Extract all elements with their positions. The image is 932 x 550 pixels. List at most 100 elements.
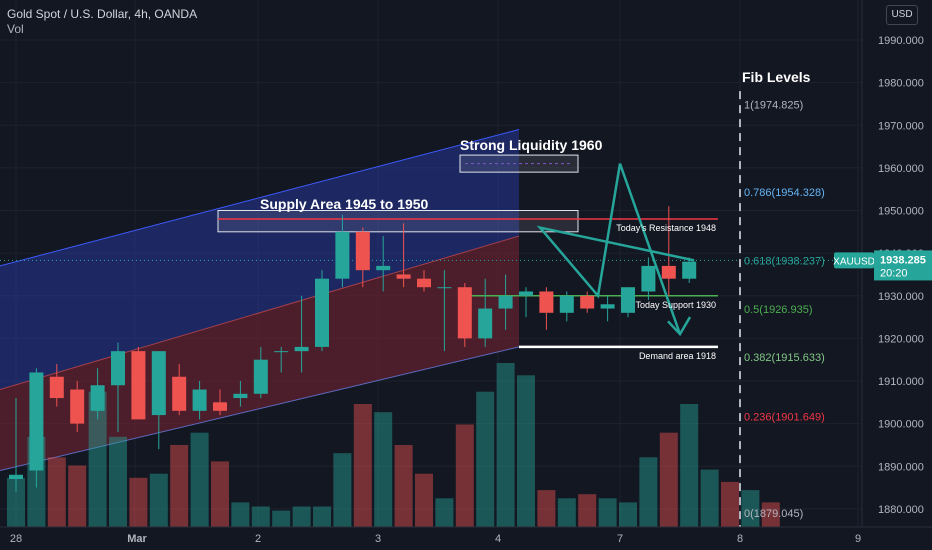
- volume-bar: [456, 425, 474, 528]
- fib-level-label: 0.618(1938.237): [744, 256, 825, 268]
- candle-body: [601, 304, 615, 308]
- time-tick-label: 4: [495, 533, 501, 545]
- volume-bar: [231, 502, 249, 527]
- candle-body: [662, 266, 676, 279]
- candle-body: [233, 394, 247, 398]
- candle-body: [274, 351, 288, 352]
- resistance-label: Today's Resistance 1948: [616, 223, 716, 233]
- candle-body: [70, 390, 84, 424]
- volume-bar: [191, 433, 209, 527]
- candle-body: [397, 274, 411, 278]
- candle: [560, 291, 574, 321]
- fib-level-label: 0.382(1915.633): [744, 352, 825, 364]
- volume-bar: [170, 445, 188, 527]
- price-tick-label: 1930.000: [878, 291, 924, 303]
- volume-bar: [497, 363, 515, 527]
- price-tick-label: 1960.000: [878, 163, 924, 175]
- time-tick-label: Mar: [127, 533, 147, 545]
- volume-bar: [435, 498, 453, 527]
- candle-body: [193, 390, 207, 411]
- candle-body: [315, 279, 329, 347]
- volume-bar: [109, 437, 127, 527]
- candle-body: [437, 287, 451, 288]
- time-tick-label: 28: [10, 533, 22, 545]
- volume-bar: [395, 445, 413, 527]
- candle: [29, 368, 43, 487]
- candle: [621, 287, 635, 317]
- price-tick-label: 1910.000: [878, 376, 924, 388]
- candle-body: [376, 266, 390, 270]
- fib-level-label: 0.236(1901.649): [744, 412, 825, 424]
- volume-bar: [333, 453, 351, 527]
- strong-liquidity-label: Strong Liquidity 1960: [460, 137, 603, 153]
- symbol-badge-text: XAUUSD: [833, 256, 875, 267]
- candle-body: [458, 287, 472, 338]
- volume-bar: [272, 511, 290, 527]
- chart-title: Gold Spot / U.S. Dollar, 4h, OANDA: [7, 7, 197, 21]
- volume-bar: [619, 502, 637, 527]
- candle-body: [172, 377, 186, 411]
- volume-bar: [558, 498, 576, 527]
- supply-area-label: Supply Area 1945 to 1950: [260, 196, 429, 212]
- candle: [519, 287, 533, 317]
- candle-body: [254, 360, 268, 394]
- price-tick-label: 1890.000: [878, 461, 924, 473]
- time-tick-label: 9: [855, 533, 861, 545]
- price-tick-label: 1990.000: [878, 35, 924, 47]
- support-label: Today Support 1930: [635, 300, 716, 310]
- time-tick-label: 3: [375, 533, 381, 545]
- volume-bar: [517, 375, 535, 527]
- volume-bar: [721, 482, 739, 527]
- volume-bar: [599, 498, 617, 527]
- volume-bar: [48, 457, 66, 527]
- candle-body: [580, 296, 594, 309]
- volume-bar: [680, 404, 698, 527]
- price-tick-label: 1950.000: [878, 206, 924, 218]
- price-tick-label: 1970.000: [878, 120, 924, 132]
- currency-button[interactable]: USD: [886, 5, 918, 25]
- volume-indicator-label[interactable]: Vol: [7, 22, 24, 36]
- volume-bar: [68, 466, 86, 528]
- candle-body: [9, 475, 23, 479]
- candle-body: [356, 232, 370, 270]
- candle-body: [682, 262, 696, 279]
- volume-bar: [354, 404, 372, 527]
- volume-bar: [537, 490, 555, 527]
- time-axis[interactable]: 28 Mar 2 3 4 7 8 9: [10, 533, 861, 545]
- candle-body: [91, 385, 105, 411]
- time-tick-label: 7: [617, 533, 623, 545]
- fib-level-label: 0.5(1926.935): [744, 304, 813, 316]
- fib-level-label: 0(1879.045): [744, 508, 803, 520]
- candle-body: [539, 291, 553, 312]
- demand-label: Demand area 1918: [639, 351, 716, 361]
- candle-body: [295, 347, 309, 351]
- candle-body: [519, 291, 533, 295]
- candle: [131, 347, 145, 419]
- volume-bar: [252, 507, 270, 528]
- fib-level-label: 1(1974.825): [744, 100, 803, 112]
- price-tick-label: 1920.000: [878, 333, 924, 345]
- candle-body: [641, 266, 655, 292]
- volume-bar: [415, 474, 433, 527]
- candle-body: [213, 402, 227, 411]
- projection-arrowhead: [668, 317, 690, 334]
- candle-body: [131, 351, 145, 419]
- candle-body: [499, 296, 513, 309]
- price-tick-label: 1980.000: [878, 78, 924, 90]
- candle-body: [111, 351, 125, 385]
- fib-title: Fib Levels: [742, 69, 811, 85]
- candle: [682, 257, 696, 283]
- candle-body: [417, 279, 431, 288]
- time-tick-label: 8: [737, 533, 743, 545]
- volume-bar: [150, 474, 168, 527]
- candle: [152, 351, 166, 449]
- time-tick-label: 2: [255, 533, 261, 545]
- current-price-text: 1938.285: [880, 254, 926, 266]
- volume-bar: [639, 457, 657, 527]
- candle: [641, 257, 655, 300]
- volume-bar: [660, 433, 678, 527]
- candle: [580, 291, 594, 312]
- volume-bar: [374, 412, 392, 527]
- supply-area-box: [218, 211, 578, 232]
